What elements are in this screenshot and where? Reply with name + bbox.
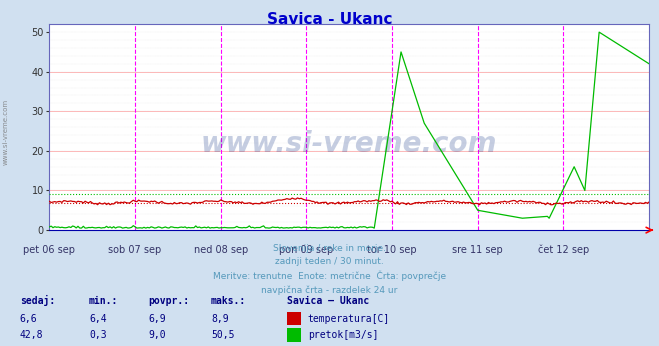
Text: www.si-vreme.com: www.si-vreme.com: [201, 130, 498, 158]
Text: pretok[m3/s]: pretok[m3/s]: [308, 330, 378, 340]
Text: pon 09 sep: pon 09 sep: [279, 245, 333, 255]
Text: sedaj:: sedaj:: [20, 295, 55, 306]
Text: 9,0: 9,0: [148, 330, 166, 340]
Text: 6,4: 6,4: [89, 313, 107, 324]
Text: 6,9: 6,9: [148, 313, 166, 324]
Text: čet 12 sep: čet 12 sep: [538, 245, 589, 255]
Text: pet 06 sep: pet 06 sep: [24, 245, 75, 255]
Text: 6,6: 6,6: [20, 313, 38, 324]
Text: www.si-vreme.com: www.si-vreme.com: [2, 98, 9, 165]
Text: min.:: min.:: [89, 296, 119, 306]
Text: maks.:: maks.:: [211, 296, 246, 306]
Text: 0,3: 0,3: [89, 330, 107, 340]
Text: Slovenija / reke in morje.
zadnji teden / 30 minut.
Meritve: trenutne  Enote: me: Slovenija / reke in morje. zadnji teden …: [213, 244, 446, 294]
Text: Savica – Ukanc: Savica – Ukanc: [287, 296, 369, 306]
Text: tor 10 sep: tor 10 sep: [367, 245, 417, 255]
Text: Savica - Ukanc: Savica - Ukanc: [267, 12, 392, 27]
Text: 8,9: 8,9: [211, 313, 229, 324]
Text: povpr.:: povpr.:: [148, 296, 189, 306]
Text: 50,5: 50,5: [211, 330, 235, 340]
Text: 42,8: 42,8: [20, 330, 43, 340]
Text: temperatura[C]: temperatura[C]: [308, 313, 390, 324]
Text: sre 11 sep: sre 11 sep: [452, 245, 503, 255]
Text: sob 07 sep: sob 07 sep: [109, 245, 161, 255]
Text: ned 08 sep: ned 08 sep: [194, 245, 248, 255]
